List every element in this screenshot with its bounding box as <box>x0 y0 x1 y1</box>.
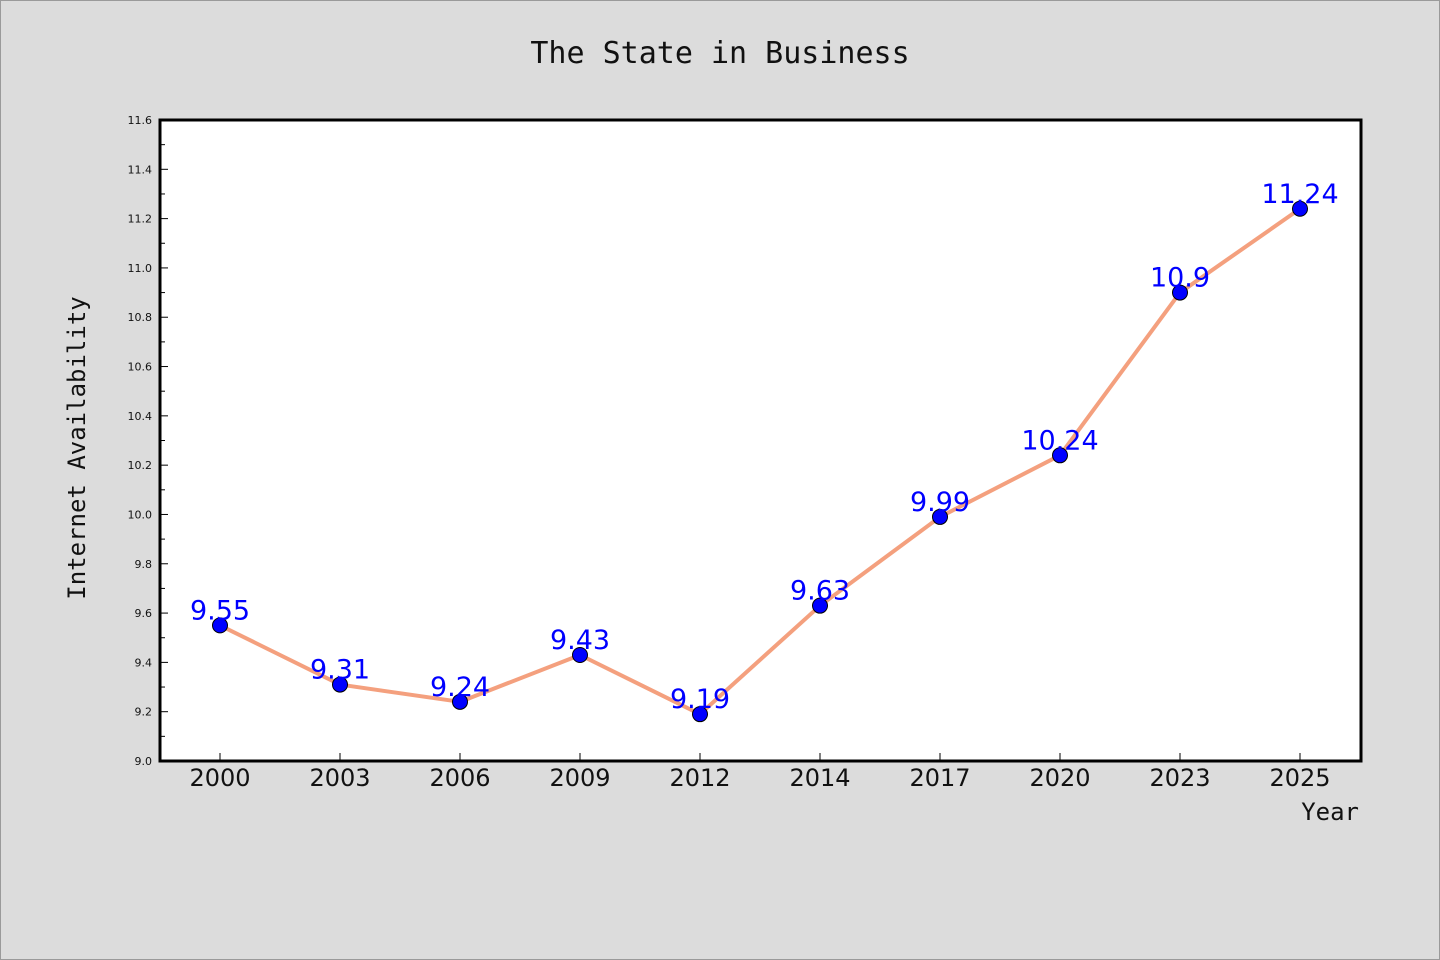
data-label: 9.24 <box>430 672 490 703</box>
y-tick-label: 10.8 <box>128 311 153 324</box>
x-tick-label: 2003 <box>309 764 370 792</box>
data-point <box>1292 200 1308 217</box>
x-tick-label: 2020 <box>1029 764 1090 792</box>
data-label: 9.43 <box>550 625 610 656</box>
data-label: 9.99 <box>910 487 970 518</box>
series-line <box>219 207 1302 717</box>
data-point <box>572 646 588 663</box>
data-point <box>1052 447 1068 464</box>
y-tick-label: 10.2 <box>128 459 153 472</box>
y-tick-label: 10.0 <box>128 508 153 521</box>
data-point <box>1172 284 1188 301</box>
y-tick-label: 10.6 <box>128 361 153 374</box>
data-point <box>332 676 348 693</box>
y-axis: 9.0 9.2 9.4 9.6 9.8 10.0 10.2 10.4 10.6 10.8 11.0 1… <box>128 114 168 768</box>
x-tick-label: 2023 <box>1149 764 1210 792</box>
data-point <box>932 508 948 525</box>
data-point <box>212 617 228 634</box>
data-point <box>812 597 828 614</box>
x-axis-label: Year <box>1301 798 1359 826</box>
chart-title: The State in Business <box>530 36 909 71</box>
data-labels-group: 9.55 9.31 9.24 9.43 9.19 9.63 9.99 10.24 10.9 11.… <box>190 179 1339 715</box>
data-point <box>452 693 468 710</box>
y-tick-label: 11.6 <box>128 114 153 127</box>
y-axis-label: Internet Availability <box>63 296 91 599</box>
x-tick-label: 2025 <box>1269 764 1330 792</box>
y-tick-label: 9.4 <box>135 656 153 669</box>
y-tick-label: 9.6 <box>135 607 153 620</box>
plot-area <box>158 118 1363 763</box>
data-label: 10.9 <box>1150 263 1210 294</box>
data-label: 9.55 <box>190 595 250 626</box>
y-tick-label: 11.0 <box>128 262 153 275</box>
data-label: 9.63 <box>790 576 850 607</box>
series-group <box>212 200 1308 723</box>
y-tick-label: 9.0 <box>135 755 153 768</box>
data-label: 10.24 <box>1021 425 1098 456</box>
x-tick-label: 2014 <box>789 764 850 792</box>
x-tick-label: 2017 <box>909 764 970 792</box>
y-tick-label: 10.4 <box>128 410 153 423</box>
x-tick-label: 2009 <box>549 764 610 792</box>
x-tick-label: 2000 <box>189 764 250 792</box>
data-point <box>692 706 708 723</box>
data-label: 9.19 <box>670 684 730 715</box>
y-tick-label: 9.8 <box>135 558 153 571</box>
y-tick-label: 11.2 <box>128 213 153 226</box>
y-tick-label: 9.2 <box>135 706 153 719</box>
x-axis: 2000 2003 2006 2009 2012 2014 2017 2020 2023 2025 <box>189 753 1331 792</box>
data-label: 9.31 <box>310 655 370 686</box>
x-tick-label: 2012 <box>669 764 730 792</box>
y-tick-label: 11.4 <box>128 163 153 176</box>
data-label: 11.24 <box>1261 179 1338 210</box>
x-tick-label: 2006 <box>429 764 490 792</box>
